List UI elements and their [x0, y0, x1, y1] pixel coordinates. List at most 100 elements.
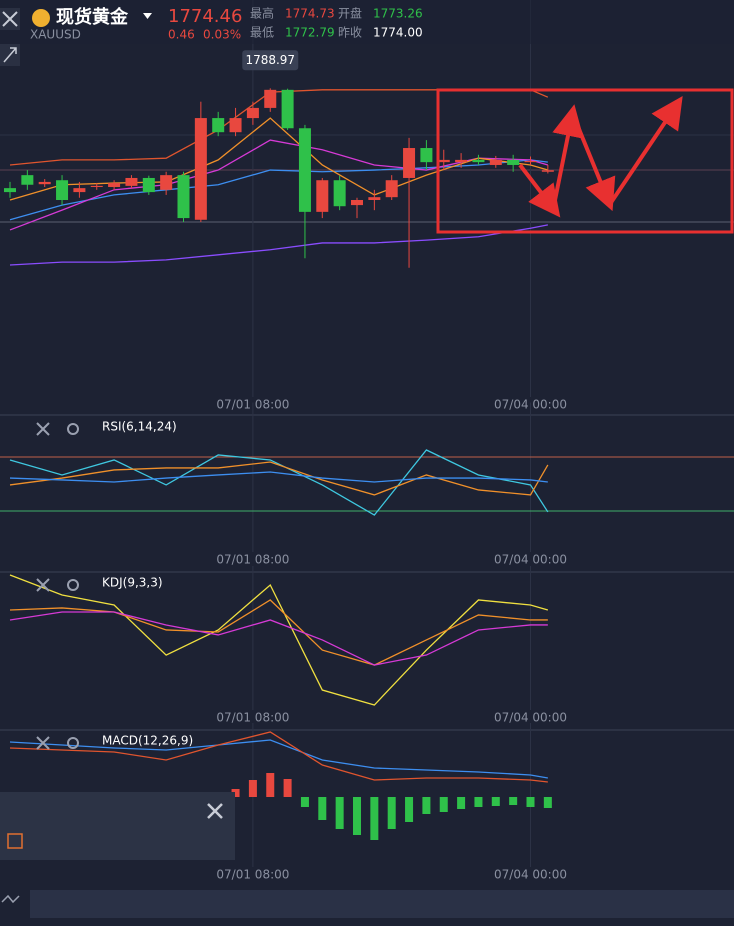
macd-bar [439, 797, 448, 812]
close-icon [2, 11, 18, 27]
gold-icon [32, 9, 50, 27]
macd-bar [300, 797, 309, 807]
indicator-line [9, 471, 548, 483]
macd-bar [422, 797, 431, 814]
candle-body [90, 185, 103, 188]
candle-body [489, 159, 502, 165]
dropdown-arrow[interactable] [143, 13, 152, 19]
change-pct: 0.03% [203, 28, 241, 42]
chart-type-icon[interactable] [1, 894, 20, 904]
candle-body [541, 170, 554, 172]
candle-body [333, 180, 346, 207]
candle-body [316, 180, 329, 212]
candle-body [212, 118, 225, 133]
candle-body [420, 148, 433, 163]
stat-label: 开盘 [338, 6, 362, 21]
macd-bar [457, 797, 466, 809]
indicator-line [9, 574, 549, 706]
promo-popup [0, 792, 235, 860]
indicator-line [9, 117, 549, 201]
symbol-code: XAUUSD [30, 28, 81, 42]
annotation-box [436, 88, 734, 234]
macd-bar [266, 773, 275, 797]
tab-bar [30, 890, 734, 918]
stat-value: 1774.73 [285, 7, 335, 21]
candle-body [56, 180, 69, 200]
stat-value: 1772.79 [285, 26, 335, 40]
checkbox[interactable] [7, 833, 23, 849]
candle-body [437, 159, 450, 163]
plots: 07/01 08:00 07/04 00:00 1788.97 07/01 08:00… [0, 0, 734, 882]
indicator-line [9, 739, 548, 779]
indicator-line [9, 139, 549, 231]
indicator-line [9, 224, 548, 266]
stats: 最高 1774.73 开盘 1773.26 最低 1772.79 昨收 1774.00 [250, 6, 423, 40]
time-label: 07/01 08:00 [216, 553, 289, 567]
stat-value: 1773.26 [373, 7, 423, 21]
stat-label: 昨收 [338, 26, 362, 40]
candle-body [472, 159, 485, 163]
stat-label: 最低 [250, 26, 274, 40]
symbol-name[interactable]: 现货黄金 [56, 6, 129, 28]
price: 1774.46 [168, 6, 242, 27]
candle-body [125, 177, 138, 186]
indicator-line [9, 449, 549, 516]
indicator-line [9, 599, 548, 666]
candle-body [281, 89, 294, 129]
candle-body [403, 148, 416, 178]
candle-body [264, 89, 277, 108]
candle-body [38, 181, 51, 185]
indicator-title: MACD(12,26,9) [102, 734, 193, 748]
indicator-line [9, 731, 548, 783]
candle-body [177, 175, 190, 219]
candle-body [229, 118, 242, 133]
candle-body [368, 197, 381, 200]
macd-bar [474, 797, 483, 807]
macd-bar [248, 780, 257, 797]
header-bg [0, 0, 734, 44]
candle-body [73, 188, 86, 193]
macd-bar [318, 797, 327, 820]
collapse-icon [3, 47, 17, 63]
candle-body [385, 180, 398, 198]
candle-body [298, 128, 311, 212]
popup-close[interactable] [207, 803, 223, 819]
candle-body [4, 188, 16, 193]
macd-bar [405, 797, 414, 822]
candle-body [455, 159, 468, 163]
macd-bar [283, 779, 292, 797]
candle-body [160, 175, 173, 190]
macd-bar [370, 797, 379, 840]
stat-value: 1774.00 [373, 26, 423, 40]
time-label: 07/01 08:00 [216, 711, 289, 725]
stat-label: 最高 [250, 6, 274, 21]
indicator-line [9, 89, 549, 166]
candle-body [351, 200, 363, 206]
panel-icons [36, 422, 79, 750]
indicator-title: RSI(6,14,24) [102, 420, 177, 434]
indicator-line [9, 461, 549, 496]
time-label: 07/04 00:00 [494, 553, 567, 567]
time-label: 07/04 00:00 [494, 868, 567, 882]
macd-bar [543, 797, 552, 808]
macd-bar [387, 797, 396, 829]
candle-body [108, 183, 121, 188]
macd-bar [509, 797, 518, 805]
indicator-line [9, 611, 548, 666]
max-label: 1788.97 [245, 53, 295, 67]
candle-body [524, 161, 537, 163]
candle-body [142, 177, 155, 193]
change: 0.46 [168, 28, 195, 42]
max-label-bg [242, 50, 299, 71]
macd-bar [491, 797, 500, 806]
candle-body [194, 118, 207, 220]
macd-bar [353, 797, 361, 835]
macd-bar [231, 789, 240, 797]
time-label: 07/01 08:00 [216, 868, 289, 882]
macd-bar [526, 797, 535, 807]
indicator-title: KDJ(9,3,3) [102, 576, 163, 590]
indicator-line [9, 159, 548, 221]
candle-body [246, 107, 259, 119]
